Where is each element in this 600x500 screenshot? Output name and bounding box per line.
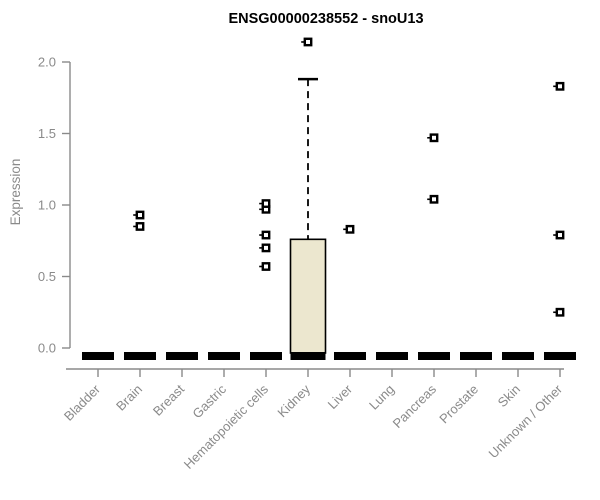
box-group-lung xyxy=(376,352,408,360)
outlier-point xyxy=(555,230,565,240)
outlier-point xyxy=(135,222,145,231)
zero-bar xyxy=(166,352,198,360)
outlier-point xyxy=(429,133,439,143)
x-tick-label: Liver xyxy=(325,381,356,412)
y-axis: 0.0 0.5 1.0 1.5 2.0 xyxy=(38,55,71,356)
box-group-breast xyxy=(166,352,198,360)
box-group-skin xyxy=(502,352,534,360)
outlier-point xyxy=(261,243,271,253)
y-axis-label: Expression xyxy=(8,159,23,226)
y-tick-label: 1.5 xyxy=(38,126,56,141)
outlier-point xyxy=(261,199,271,208)
outlier-point xyxy=(555,81,565,91)
zero-bar xyxy=(418,352,450,360)
outlier-point xyxy=(261,262,271,271)
box-group-bladder xyxy=(82,352,114,360)
outlier-point xyxy=(429,194,439,204)
outlier-point xyxy=(555,307,565,317)
box-group-gastric xyxy=(208,352,240,360)
box-group-pancreas xyxy=(418,133,450,360)
x-tick-label: Bladder xyxy=(61,381,104,424)
zero-bar xyxy=(124,352,156,360)
box-group-prostate xyxy=(460,352,492,360)
outlier-point xyxy=(303,37,313,47)
outlier-point xyxy=(261,230,271,240)
box-group-brain xyxy=(124,210,156,360)
box-rect xyxy=(289,238,327,354)
y-tick-label: 2.0 xyxy=(38,55,56,70)
y-tick-label: 0.5 xyxy=(38,269,56,284)
x-tick-label: Prostate xyxy=(436,382,481,427)
x-tick-label: Gastric xyxy=(189,381,229,421)
zero-bar xyxy=(502,352,534,360)
x-tick-label: Breast xyxy=(150,381,187,418)
zero-bar xyxy=(82,352,114,360)
x-tick-label: Brain xyxy=(113,382,145,414)
zero-bar xyxy=(544,352,576,360)
x-tick-label: Pancreas xyxy=(390,381,440,431)
box-group-kidney xyxy=(289,37,327,360)
x-tick-label: Unknown / Other xyxy=(486,381,566,461)
zero-bar xyxy=(250,352,282,360)
zero-bar xyxy=(460,352,492,360)
x-tick-label: Lung xyxy=(366,382,397,413)
median-bar xyxy=(290,352,326,360)
y-tick-label: 0.0 xyxy=(38,341,56,356)
x-tick-label: Skin xyxy=(495,382,523,410)
chart-title: ENSG00000238552 - snoU13 xyxy=(228,11,423,27)
y-tick-label: 1.0 xyxy=(38,198,56,213)
zero-bar xyxy=(334,352,366,360)
outlier-point xyxy=(345,224,355,234)
outlier-point xyxy=(135,210,145,220)
box-group-unknown-other xyxy=(544,81,576,360)
plot-area xyxy=(82,37,576,360)
zero-bar xyxy=(208,352,240,360)
zero-bar xyxy=(376,352,408,360)
box-group-liver xyxy=(334,224,366,360)
x-tick-label: Kidney xyxy=(274,381,313,420)
box-group-hematopoietic-cells xyxy=(250,199,282,360)
